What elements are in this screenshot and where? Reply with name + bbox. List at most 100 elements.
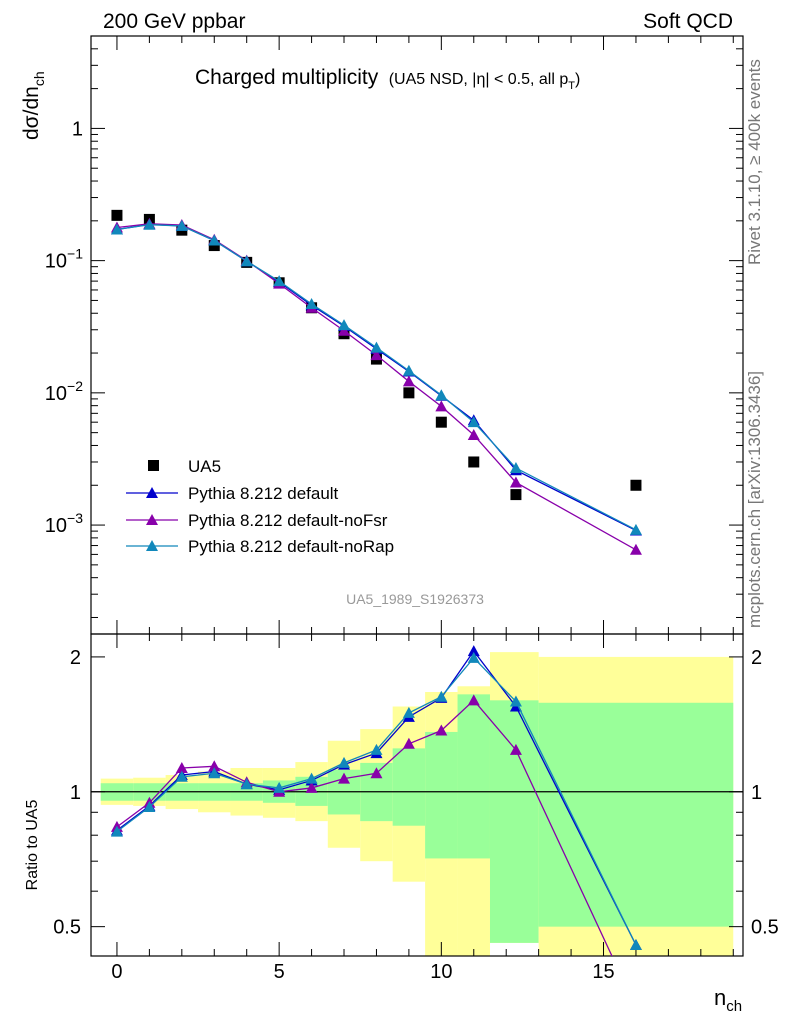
ratio-line-pythia-8-212-default-norap [116, 656, 637, 946]
band-inner-11 [457, 694, 490, 859]
ratio-ytick-label-left-1: 1 [70, 782, 81, 804]
ratio-marker-pythia-8-212-default-nofsr-10 [435, 724, 448, 736]
ratio-marker-pythia-8-212-default-norap-8 [370, 743, 383, 755]
ratio-marker-pythia-8-212-default-norap-10 [435, 690, 448, 702]
series-marker-pythia-8-212-default-norap-2 [175, 219, 188, 231]
series-marker-pythia-8-212-default-nofsr-12 [509, 476, 522, 488]
main-ylabel: dσ/dnch [20, 71, 47, 140]
data-point-ua5-3 [208, 240, 220, 252]
mcplots-label: mcplots.cern.ch [arXiv:1306.3436] [745, 371, 764, 628]
analysis-watermark: UA5_1989_S1926373 [346, 591, 484, 607]
series-marker-pythia-8-212-default-norap-4 [240, 255, 253, 267]
series-marker-pythia-8-212-default-nofsr-10 [435, 400, 448, 412]
ratio-ylabel: Ratio to UA5 [24, 800, 41, 891]
ratio-marker-pythia-8-212-default-nofsr-7 [338, 772, 351, 784]
series-marker-pythia-8-212-default-norap-13 [629, 523, 642, 535]
ratio-ytick-label-left-2: 2 [70, 647, 81, 669]
ratio-marker-pythia-8-212-default-norap-9 [402, 706, 415, 718]
ratio-marker-pythia-8-212-default-nofsr-12 [509, 743, 522, 755]
ratio-marker-pythia-8-212-default-norap-1 [143, 800, 156, 812]
ratio-marker-pythia-8-212-default-nofsr-2 [175, 762, 188, 774]
x-tick-label-2: 10 [430, 961, 452, 983]
legend-marker-ua5 [148, 460, 159, 471]
band-inner-13 [538, 702, 734, 927]
ratio-marker-pythia-8-212-default-norap-13 [629, 939, 642, 951]
series-marker-pythia-8-212-default-nofsr-8 [370, 349, 383, 361]
ratio-marker-pythia-8-212-default-norap-12 [509, 695, 522, 707]
legend-marker-nofsr [146, 514, 158, 525]
data-point-ua5-0 [111, 209, 123, 221]
series-marker-pythia-8-212-default-norap-10 [435, 389, 448, 401]
series-marker-pythia-8-212-default-norap-9 [402, 364, 415, 376]
ratio-ytick-label-left-0: 0.5 [53, 917, 81, 939]
ratio-ytick-label-right-0: 0.5 [751, 917, 779, 939]
ratio-marker-pythia-8-212-default-nofsr-8 [370, 767, 383, 779]
band-inner-12 [489, 700, 539, 943]
ratio-line-pythia-8-212-default [116, 650, 637, 946]
series-line-pythia-8-212-default-nofsr [116, 223, 637, 551]
ratio-marker-pythia-8-212-default-norap-11 [467, 651, 480, 663]
main-panel-series [110, 209, 642, 555]
data-point-ua5-13 [630, 479, 642, 491]
data-point-ua5-9 [403, 387, 415, 399]
series-marker-pythia-8-212-default-norap-0 [110, 223, 123, 235]
ratio-marker-pythia-8-212-default-norap-2 [175, 770, 188, 782]
data-point-ua5-11 [468, 456, 480, 468]
series-marker-pythia-8-212-default-nofsr-7 [338, 324, 351, 336]
chart-title: Charged multiplicity (UA5 NSD, |η| < 0.5… [195, 66, 580, 92]
series-marker-pythia-8-212-default-nofsr-11 [467, 428, 480, 440]
ratio-marker-pythia-8-212-default-norap-5 [273, 781, 286, 793]
ratio-marker-pythia-8-212-default-nofsr-9 [402, 737, 415, 749]
legend: UA5 Pythia 8.212 default Pythia 8.212 de… [126, 457, 394, 556]
ratio-marker-pythia-8-212-default-11 [467, 645, 480, 657]
ratio-ytick-label-right-1: 1 [751, 782, 762, 804]
series-line-pythia-8-212-default-norap [116, 224, 637, 531]
legend-marker-norap [146, 540, 158, 551]
main-ytick-label-0: 1 [72, 118, 83, 140]
series-marker-pythia-8-212-default-nofsr-9 [402, 375, 415, 387]
series-marker-pythia-8-212-default-norap-8 [370, 341, 383, 353]
data-point-ua5-12 [510, 489, 522, 501]
ratio-panel-series [110, 645, 642, 1013]
main-ytick-label-1: 10−1 [45, 246, 83, 273]
ratio-marker-pythia-8-212-default-nofsr-6 [305, 781, 318, 793]
rivet-label: Rivet 3.1.10, ≥ 400k events [745, 59, 764, 265]
main-ytick-label-3: 10−3 [45, 510, 83, 537]
series-marker-pythia-8-212-default-norap-3 [208, 234, 221, 246]
data-point-ua5-10 [435, 416, 447, 428]
band-inner-10 [425, 731, 458, 859]
series-marker-pythia-8-212-default-norap-11 [467, 416, 480, 428]
x-tick-label-1: 5 [274, 961, 285, 983]
ratio-panel-axes: 0.5 0.5 1 1 2 2 0 5 10 15 [53, 633, 779, 983]
ratio-marker-pythia-8-212-default-norap-7 [338, 756, 351, 768]
energy-label: 200 GeV ppbar [103, 10, 245, 33]
series-marker-pythia-8-212-default-nofsr-13 [629, 543, 642, 555]
x-tick-label-0: 0 [111, 961, 122, 983]
ratio-marker-pythia-8-212-default-norap-0 [110, 825, 123, 837]
legend-label-default: Pythia 8.212 default [188, 484, 339, 503]
ratio-marker-pythia-8-212-default-nofsr-3 [208, 760, 221, 772]
series-marker-pythia-8-212-default-norap-12 [509, 462, 522, 474]
ratio-series-clipped [110, 645, 642, 1013]
series-marker-pythia-8-212-default-norap-6 [305, 297, 318, 309]
legend-label-nofsr: Pythia 8.212 default-noFsr [188, 511, 388, 530]
ratio-marker-pythia-8-212-default-nofsr-11 [467, 694, 480, 706]
x-tick-label-3: 15 [592, 961, 614, 983]
x-axis-label: nch [714, 985, 742, 1015]
series-marker-pythia-8-212-default-norap-5 [273, 275, 286, 287]
category-label: Soft QCD [643, 10, 733, 33]
main-ytick-label-2: 10−2 [45, 378, 83, 405]
ratio-marker-pythia-8-212-default-norap-3 [208, 767, 221, 779]
ratio-marker-pythia-8-212-default-norap-4 [240, 778, 253, 790]
series-marker-pythia-8-212-default-norap-7 [338, 319, 351, 331]
legend-label-ua5: UA5 [188, 457, 221, 476]
ratio-uncertainty-bands [100, 652, 734, 956]
ratio-frame-border [90, 633, 744, 957]
ratio-marker-pythia-8-212-default-norap-6 [305, 772, 318, 784]
series-marker-pythia-8-212-default-norap-1 [143, 218, 156, 230]
band-inner-9 [392, 748, 426, 826]
ratio-marker-pythia-8-212-default-nofsr-13 [630, 1002, 642, 1013]
ratio-line-pythia-8-212-default-nofsr [116, 699, 613, 956]
legend-marker-default [146, 487, 158, 498]
